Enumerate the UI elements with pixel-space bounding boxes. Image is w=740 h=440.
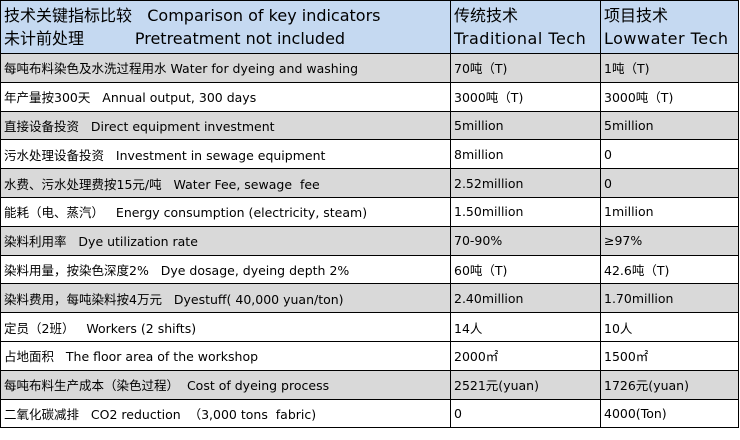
lowwater-value-cell: 10人	[600, 312, 739, 342]
header-indicator-line1: 技术关键指标比较 Comparison of key indicators	[4, 6, 381, 25]
traditional-value-cell: 2.40million	[450, 283, 601, 314]
lowwater-value-cell: 42.6吨（T)	[600, 254, 739, 285]
header-traditional-line1: 传统技术	[454, 6, 519, 25]
indicator-cell: 每吨布料生产成本（染色过程） Cost of dyeing process	[0, 369, 451, 400]
indicator-cell: 污水处理设备投资 Investment in sewage equipment	[0, 139, 451, 170]
header-traditional-line2: Traditional Tech	[454, 29, 587, 48]
table-row: 年产量按300天 Annual output, 300 days 3000吨（T)…	[0, 81, 739, 112]
table-row: 能耗（电、蒸汽） Energy consumption (electricity…	[0, 196, 739, 227]
traditional-value-cell: 2521元(yuan)	[450, 369, 601, 400]
table-row: 染料费用，每吨染料按4万元 Dyestuff( 40,000 yuan/ton)…	[0, 283, 739, 314]
indicator-cell: 每吨布料染色及水洗过程用水 Water for dyeing and washi…	[0, 53, 451, 83]
traditional-value-cell: 2000㎡	[450, 340, 601, 371]
traditional-value-cell: 2.52million	[450, 168, 601, 198]
traditional-value-cell: 14人	[450, 312, 601, 342]
indicator-cell: 染料用量，按染色深度2% Dye dosage, dyeing depth 2%	[0, 254, 451, 285]
traditional-value-cell: 8million	[450, 139, 601, 170]
header-traditional-cell: 传统技术 Traditional Tech	[450, 0, 601, 54]
comparison-table: 技术关键指标比较 Comparison of key indicators 未计…	[0, 0, 739, 429]
lowwater-value-cell: ≥97%	[600, 225, 739, 256]
traditional-value-cell: 70-90%	[450, 225, 601, 256]
table-row: 定员（2班） Workers (2 shifts) 14人 10人	[0, 312, 739, 342]
indicator-cell: 能耗（电、蒸汽） Energy consumption (electricity…	[0, 196, 451, 227]
lowwater-value-cell: 1吨（T)	[600, 53, 739, 83]
indicator-cell: 二氧化碳减排 CO2 reduction （3,000 tons fabric)	[0, 398, 451, 429]
indicator-cell: 占地面积 The floor area of the workshop	[0, 340, 451, 371]
table-row: 染料用量，按染色深度2% Dye dosage, dyeing depth 2%…	[0, 254, 739, 285]
lowwater-value-cell: 0	[600, 139, 739, 170]
traditional-value-cell: 3000吨（T)	[450, 81, 601, 112]
traditional-value-cell: 70吨（T)	[450, 53, 601, 83]
header-lowwater-cell: 项目技术 Lowwater Tech	[600, 0, 739, 54]
indicator-cell: 染料费用，每吨染料按4万元 Dyestuff( 40,000 yuan/ton)	[0, 283, 451, 314]
table-row: 直接设备投资 Direct equipment investment 5milli…	[0, 110, 739, 141]
table-row: 每吨布料生产成本（染色过程） Cost of dyeing process 252…	[0, 369, 739, 400]
traditional-value-cell: 60吨（T)	[450, 254, 601, 285]
table-row: 二氧化碳减排 CO2 reduction （3,000 tons fabric)…	[0, 398, 739, 429]
indicator-cell: 水费、污水处理费按15元/吨 Water Fee, sewage fee	[0, 168, 451, 198]
indicator-cell: 定员（2班） Workers (2 shifts)	[0, 312, 451, 342]
lowwater-value-cell: 5million	[600, 110, 739, 141]
table-row: 污水处理设备投资 Investment in sewage equipment 8…	[0, 139, 739, 170]
header-lowwater-line2: Lowwater Tech	[604, 29, 729, 48]
table-row: 染料利用率 Dye utilization rate 70-90% ≥97%	[0, 225, 739, 256]
lowwater-value-cell: 0	[600, 168, 739, 198]
lowwater-value-cell: 1.70million	[600, 283, 739, 314]
lowwater-value-cell: 1726元(yuan)	[600, 369, 739, 400]
table-row: 水费、污水处理费按15元/吨 Water Fee, sewage fee 2.52…	[0, 168, 739, 198]
traditional-value-cell: 1.50million	[450, 196, 601, 227]
lowwater-value-cell: 4000(Ton)	[600, 398, 739, 429]
indicator-cell: 年产量按300天 Annual output, 300 days	[0, 81, 451, 112]
traditional-value-cell: 0	[450, 398, 601, 429]
header-indicator-cell: 技术关键指标比较 Comparison of key indicators 未计…	[0, 0, 451, 54]
indicator-cell: 染料利用率 Dye utilization rate	[0, 225, 451, 256]
lowwater-value-cell: 1500㎡	[600, 340, 739, 371]
lowwater-value-cell: 3000吨（T)	[600, 81, 739, 112]
table-row: 占地面积 The floor area of the workshop 2000㎡…	[0, 340, 739, 371]
lowwater-value-cell: 1million	[600, 196, 739, 227]
indicator-cell: 直接设备投资 Direct equipment investment	[0, 110, 451, 141]
traditional-value-cell: 5million	[450, 110, 601, 141]
header-indicator-line2: 未计前处理 Pretreatment not included	[4, 29, 346, 48]
header-lowwater-line1: 项目技术	[604, 6, 669, 25]
table-row: 每吨布料染色及水洗过程用水 Water for dyeing and washi…	[0, 53, 739, 83]
table-header-row: 技术关键指标比较 Comparison of key indicators 未计…	[0, 0, 739, 54]
